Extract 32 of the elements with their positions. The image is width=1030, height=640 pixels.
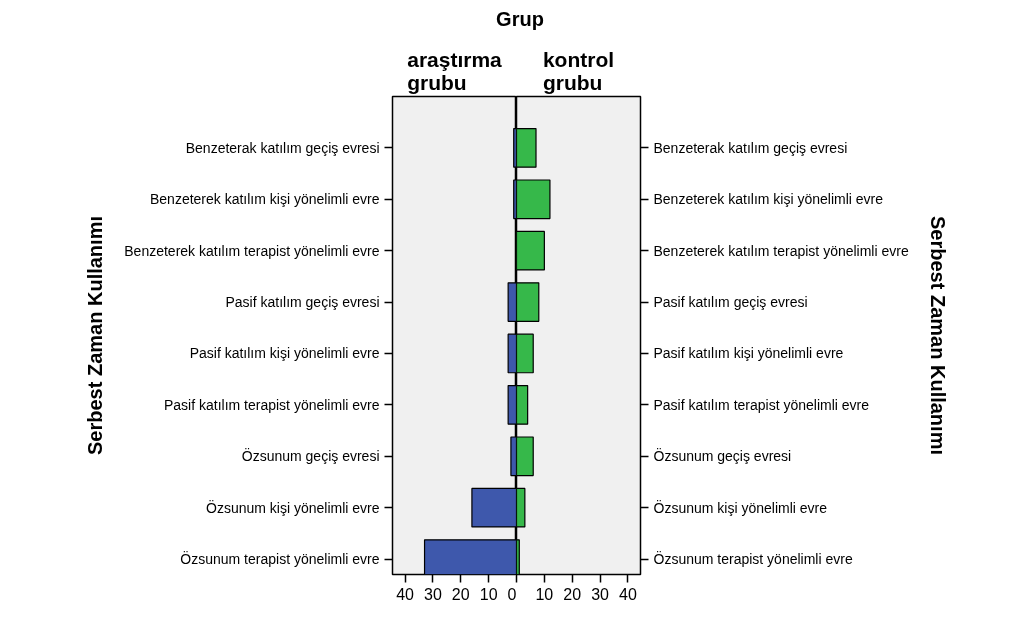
y-tick-label: Pasif katılım geçiş evresi [653,294,808,311]
y-tick-label: Özsunum kişi yönelimli evre [206,498,380,516]
y-tick-label: Benzeterak katılım geçiş evresi [185,139,380,156]
y-tick-label: Özsunum geçiş evresi [653,447,792,465]
y-tick-label: Benzeterak katılım geçiş evresi [653,139,848,156]
y-tick-label: Özsunum kişi yönelimli evre [653,498,828,516]
x-tick-label: 30 [424,585,442,603]
y-tick-label: Pasif katılım terapist yönelimli evre [163,396,380,413]
y-axis-title: Serbest Zaman Kullanımı [84,216,107,455]
x-tick-label: 40 [619,585,637,603]
y-tick-label: Özsunum terapist yönelimli evre [653,550,853,568]
y-tick-label: Benzeterek katılım terapist yönelimli evre [653,242,909,259]
y-tick-label: Pasif katılım kişi yönelimli evre [653,345,844,362]
x-tick-label: 10 [479,585,498,603]
text: Grup [496,7,544,32]
x-tick-label: 20 [563,585,582,603]
y-tick-label: Özsunum terapist yönelimli evre [180,550,380,568]
y-tick-label: Özsunum geçiş evresi [241,447,380,465]
y-tick-label: Pasif katılım terapist yönelimli evre [653,396,870,413]
y-tick-label: Pasif katılım kişi yönelimli evre [189,345,380,362]
x-tick-label: 20 [451,585,470,603]
y-axis-title: Serbest Zaman Kullanımı [926,216,949,455]
chart-title: araştırma grubu [407,47,503,94]
x-tick-label: 30 [591,585,610,603]
x-tick-label: 10 [535,585,554,603]
x-tick-label: 0 [507,585,517,603]
y-tick-label: Benzeterek katılım kişi yönelimli evre [149,191,380,208]
y-tick-label: Benzeterek katılım terapist yönelimli evre [124,242,380,259]
chart-title: kontrol grubu [542,47,615,94]
x-tick-label: 40 [396,585,415,603]
y-tick-label: Pasif katılım geçiş evresi [225,294,380,311]
y-tick-label: Benzeterek katılım kişi yönelimli evre [653,191,884,208]
